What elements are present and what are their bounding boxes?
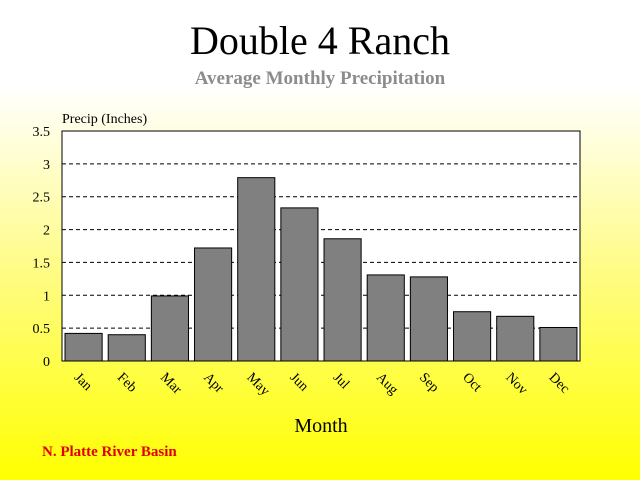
y-tick-label: 0 (43, 355, 50, 370)
plot-border (61, 130, 581, 362)
y-tick-label: 1.5 (33, 256, 51, 271)
y-tick-label: 2.5 (33, 191, 51, 206)
x-tick-label: Jun (287, 370, 311, 394)
x-tick-label: Jan (71, 370, 95, 394)
plot-area (62, 131, 580, 361)
bar-oct (453, 311, 492, 362)
bar-may (237, 177, 276, 362)
x-tick-labels: Jan Feb Mar Apr May Jun Jul Aug Sep Oct Nov Dec (71, 370, 572, 399)
x-tick-label: May (243, 370, 272, 399)
bar-apr (194, 247, 233, 362)
bar-sep (409, 276, 448, 362)
bar-aug (366, 274, 405, 362)
bar-feb (107, 334, 146, 362)
x-tick-label: Jul (330, 370, 352, 392)
y-tick-label: 1 (43, 289, 50, 304)
chart-title: Double 4 Ranch (190, 18, 450, 63)
chart-subtitle: Average Monthly Precipitation (194, 68, 446, 89)
x-axis-title: Month (294, 415, 347, 437)
x-tick-label: Mar (157, 370, 184, 397)
x-tick-label: Sep (416, 370, 441, 395)
bar-mar (150, 295, 189, 362)
bar-nov (496, 315, 535, 362)
x-tick-label: Aug (373, 370, 401, 398)
bar-jul (323, 238, 362, 362)
bar-jan (64, 332, 103, 362)
bars (64, 177, 578, 362)
y-tick-label: 0.5 (33, 322, 51, 337)
gridlines (62, 163, 580, 329)
x-tick-label: Feb (114, 370, 139, 395)
x-tick-label: Oct (459, 370, 484, 395)
bar-jun (280, 207, 319, 362)
footer-note: N. Platte River Basin (42, 444, 177, 460)
x-tick-label: Nov (502, 370, 530, 398)
bar-dec (539, 326, 578, 362)
y-tick-labels: 0 0.5 1 1.5 2 2.5 3 3.5 (33, 125, 51, 370)
y-tick-label: 3 (43, 158, 50, 173)
y-tick-label: 2 (43, 224, 50, 239)
x-tick-label: Dec (546, 370, 573, 397)
y-tick-label: 3.5 (33, 125, 51, 140)
x-tick-label: Apr (200, 370, 226, 396)
y-axis-title: Precip (Inches) (62, 112, 147, 127)
